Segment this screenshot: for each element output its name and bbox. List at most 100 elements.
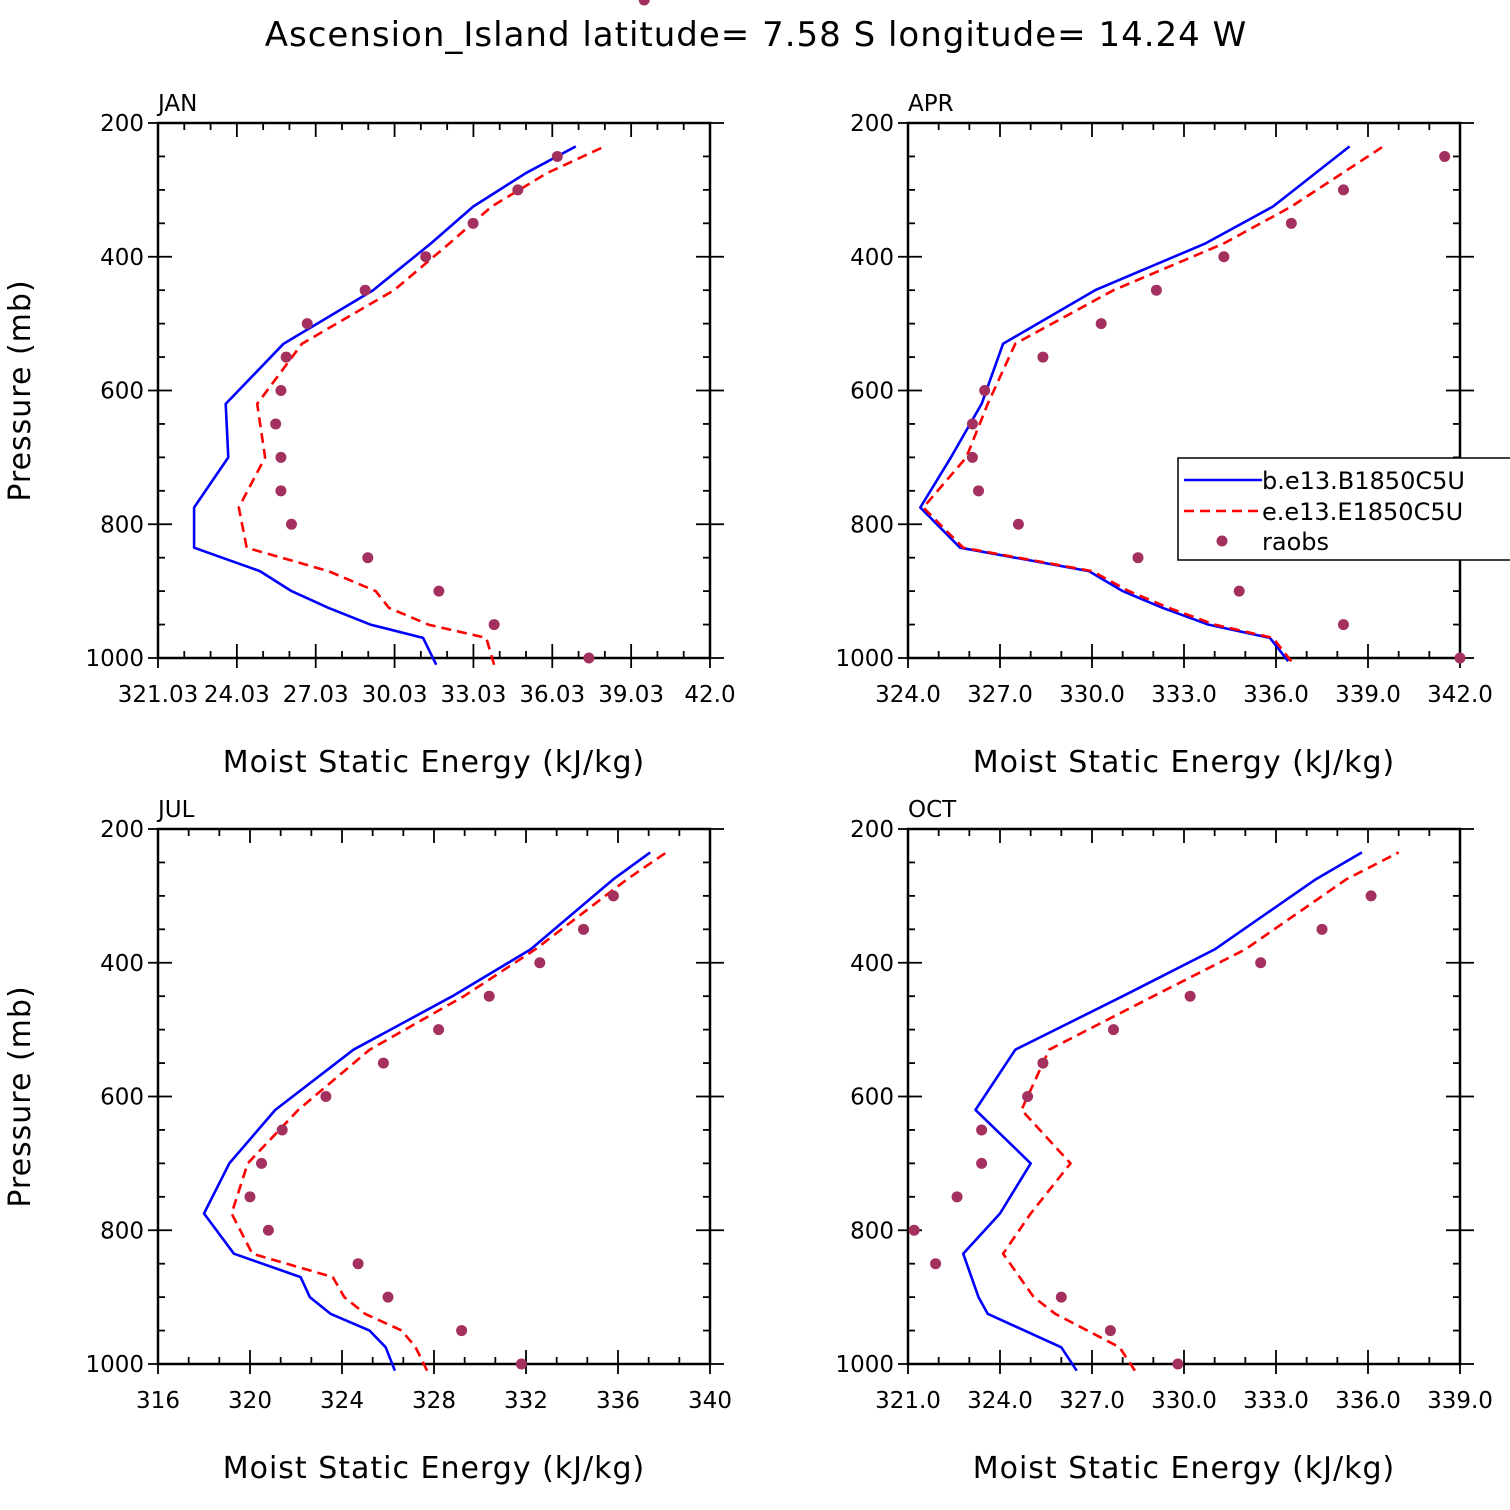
panel-jul-raobs-point: [276, 1124, 288, 1136]
panel-oct-raobs-point: [1104, 1325, 1116, 1337]
panel-oct-raobs-point: [908, 1224, 920, 1236]
panel-apr-raobs-point: [1233, 585, 1245, 597]
panel-oct-raobs-point: [976, 1157, 988, 1169]
panel-oct-label: OCT: [908, 797, 957, 823]
panel-apr-raobs-point: [1454, 652, 1466, 664]
panel-apr-xtick-label: 324.0: [875, 682, 941, 708]
panel-oct-ytick-label: 1000: [835, 1352, 894, 1378]
panel-oct-raobs-point: [930, 1258, 942, 1270]
panel-jul-ytick-label: 800: [100, 1218, 144, 1244]
panel-jul-raobs-point: [578, 923, 589, 935]
panel-jan-raobs-point: [420, 251, 432, 263]
panel-oct-xlabel: Moist Static Energy (kJ/kg): [973, 1451, 1396, 1486]
panel-apr-raobs-point: [1037, 351, 1049, 363]
panel-jul-raobs-point: [352, 1258, 364, 1270]
panel-apr-xtick-label: 327.0: [967, 682, 1033, 708]
panel-jan-xtick-label: 42.0: [684, 682, 735, 708]
panel-jan-xtick-label: 27.03: [283, 682, 349, 708]
panel-apr-raobs-point: [1218, 251, 1230, 263]
panel-oct-raobs-point: [951, 1191, 963, 1203]
panel-apr-label: APR: [908, 91, 954, 117]
panel-jul-raobs-point: [382, 1291, 394, 1303]
panel-jul-xtick-label: 332: [504, 1388, 548, 1414]
panel-apr-raobs-point: [1337, 184, 1349, 196]
panel-jul-raobs-point: [534, 957, 546, 969]
panel-oct-raobs-point: [1055, 1291, 1067, 1303]
panel-jan-raobs-point: [285, 518, 297, 530]
panel-jan-ytick-label: 800: [100, 512, 144, 538]
panel-jul-label: JUL: [156, 797, 195, 823]
panel-jan-series-b-e13-line: [192, 145, 577, 666]
panel-jan-ylabel: Pressure (mb): [3, 279, 38, 501]
panel-jul-ytick-label: 400: [100, 951, 144, 977]
legend-label-raobs: raobs: [1262, 528, 1329, 556]
panel-jul-xtick-label: 316: [136, 1388, 180, 1414]
panel-jan-raobs-point: [467, 217, 479, 229]
panel-apr-xtick-label: 336.0: [1243, 682, 1309, 708]
panel-jul-frame: [156, 827, 712, 1366]
panel-jan-xtick-label: 36.03: [519, 682, 585, 708]
legend-label-model-b: b.e13.B1850C5U: [1262, 467, 1465, 495]
panel-oct-xtick-label: 336.0: [1335, 1388, 1401, 1414]
panel-oct-raobs-point: [1365, 890, 1377, 902]
panel-oct-frame: [906, 827, 1462, 1366]
panel-apr-ytick-label: 800: [850, 512, 894, 538]
panel-jan-raobs-point: [359, 284, 371, 296]
panel-jan-ytick-label: 600: [100, 379, 144, 405]
panel-jan-raobs-point: [638, 0, 650, 6]
panel-apr-raobs-point: [979, 385, 991, 396]
panel-jan-xtick-label: 33.03: [440, 682, 506, 708]
panel-jan-raobs-point: [512, 184, 524, 196]
panel-apr-xtick-label: 339.0: [1335, 682, 1401, 708]
panel-jul-xlabel: Moist Static Energy (kJ/kg): [223, 1451, 646, 1486]
panel-jan-raobs-point: [362, 552, 374, 564]
panel-jan-raobs-point: [551, 150, 563, 162]
panel-oct-raobs-point: [1172, 1358, 1184, 1370]
panel-oct-raobs-point: [1107, 1024, 1119, 1036]
panel-jan-xtick-label: 30.03: [362, 682, 428, 708]
panel-jul-ytick-label: 600: [100, 1085, 144, 1111]
panel-jul-raobs-point: [377, 1057, 389, 1069]
panel-jul-series-b-e13-line: [202, 851, 651, 1372]
panel-oct-ytick-label: 600: [850, 1085, 894, 1111]
panel-jul-xtick-label: 336: [596, 1388, 640, 1414]
panel-apr-raobs-point: [1150, 284, 1162, 296]
panel-jan-xlabel: Moist Static Energy (kJ/kg): [223, 745, 646, 780]
panel-apr-raobs-point: [966, 418, 978, 430]
panel-oct-xtick-label: 339.0: [1427, 1388, 1493, 1414]
panel-jan-label: JAN: [156, 91, 197, 117]
panel-oct-raobs-point: [1022, 1091, 1034, 1102]
legend-box: [1177, 457, 1510, 561]
panel-jan-ytick-label: 200: [100, 111, 144, 137]
panel-oct-raobs-point: [1255, 957, 1267, 969]
panel-jan-frame: [156, 121, 712, 660]
panel-jan-xtick-label: 39.03: [598, 682, 664, 708]
panel-jan-raobs-point: [433, 585, 445, 597]
panel-oct-ytick-label: 400: [850, 951, 894, 977]
panel-jan-raobs-point: [275, 385, 287, 396]
figure-title: Ascension_Island latitude= 7.58 S longit…: [265, 15, 1248, 55]
panel-jul: 200 400 600 800 1000 316 320 324 328 332 336 340 Moi…: [3, 797, 732, 1486]
panel-oct-ytick-label: 200: [850, 817, 894, 843]
panel-jul-xtick-label: 324: [320, 1388, 364, 1414]
panel-oct-series-e-e13-line: [1001, 851, 1400, 1372]
panel-jan-raobs-point: [280, 351, 292, 363]
panel-apr-ytick-label: 600: [850, 379, 894, 405]
panel-oct-xtick-label: 330.0: [1151, 1388, 1217, 1414]
panel-apr-xtick-label: 330.0: [1059, 682, 1125, 708]
panel-apr-raobs-point: [1012, 518, 1024, 530]
panel-apr-xlabel: Moist Static Energy (kJ/kg): [973, 745, 1396, 780]
panel-jan-raobs-point: [270, 418, 282, 430]
panel-apr-raobs-point: [1439, 150, 1451, 162]
panel-apr-series-e-e13-line: [921, 145, 1385, 663]
panel-jan-raobs-point: [301, 318, 313, 330]
panel-jul-raobs-point: [244, 1191, 256, 1203]
panel-oct-xtick-label: 324.0: [967, 1388, 1033, 1414]
panel-jul-ytick-label: 200: [100, 817, 144, 843]
panel-oct-raobs-point: [1316, 923, 1328, 935]
panel-oct-raobs-point: [1037, 1057, 1049, 1069]
panel-jan-raobs-point: [275, 485, 287, 497]
panel-apr-raobs-point: [1095, 318, 1107, 330]
panel-apr-series-b-e13-line: [918, 145, 1351, 663]
